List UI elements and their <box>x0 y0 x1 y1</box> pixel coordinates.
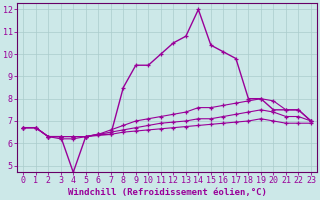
X-axis label: Windchill (Refroidissement éolien,°C): Windchill (Refroidissement éolien,°C) <box>68 188 267 197</box>
